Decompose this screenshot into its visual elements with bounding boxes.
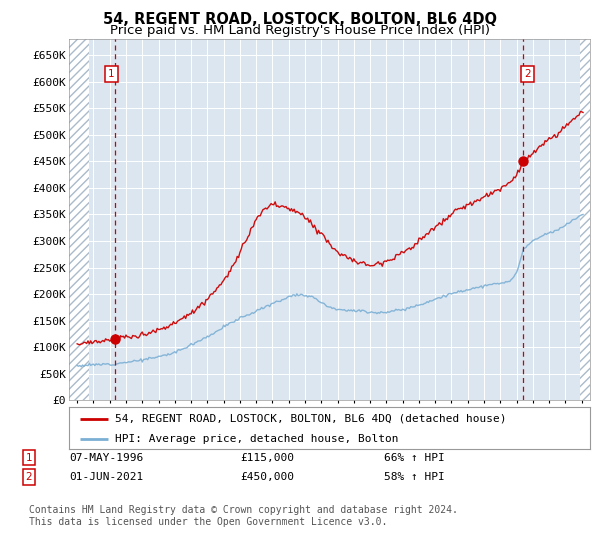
Text: 66% ↑ HPI: 66% ↑ HPI [384,452,445,463]
Text: £115,000: £115,000 [240,452,294,463]
Text: 54, REGENT ROAD, LOSTOCK, BOLTON, BL6 4DQ (detached house): 54, REGENT ROAD, LOSTOCK, BOLTON, BL6 4D… [115,414,506,424]
Text: 58% ↑ HPI: 58% ↑ HPI [384,472,445,482]
Bar [580,39,590,400]
Bar [69,39,89,400]
Text: 1: 1 [108,69,115,79]
Text: Price paid vs. HM Land Registry's House Price Index (HPI): Price paid vs. HM Land Registry's House … [110,24,490,37]
Text: 1: 1 [25,452,32,463]
Text: Contains HM Land Registry data © Crown copyright and database right 2024.
This d: Contains HM Land Registry data © Crown c… [29,505,458,527]
Text: 2: 2 [25,472,32,482]
Text: 07-MAY-1996: 07-MAY-1996 [69,452,143,463]
Text: 2: 2 [524,69,531,79]
Text: 01-JUN-2021: 01-JUN-2021 [69,472,143,482]
Text: 54, REGENT ROAD, LOSTOCK, BOLTON, BL6 4DQ: 54, REGENT ROAD, LOSTOCK, BOLTON, BL6 4D… [103,12,497,27]
Text: HPI: Average price, detached house, Bolton: HPI: Average price, detached house, Bolt… [115,433,398,444]
Text: £450,000: £450,000 [240,472,294,482]
